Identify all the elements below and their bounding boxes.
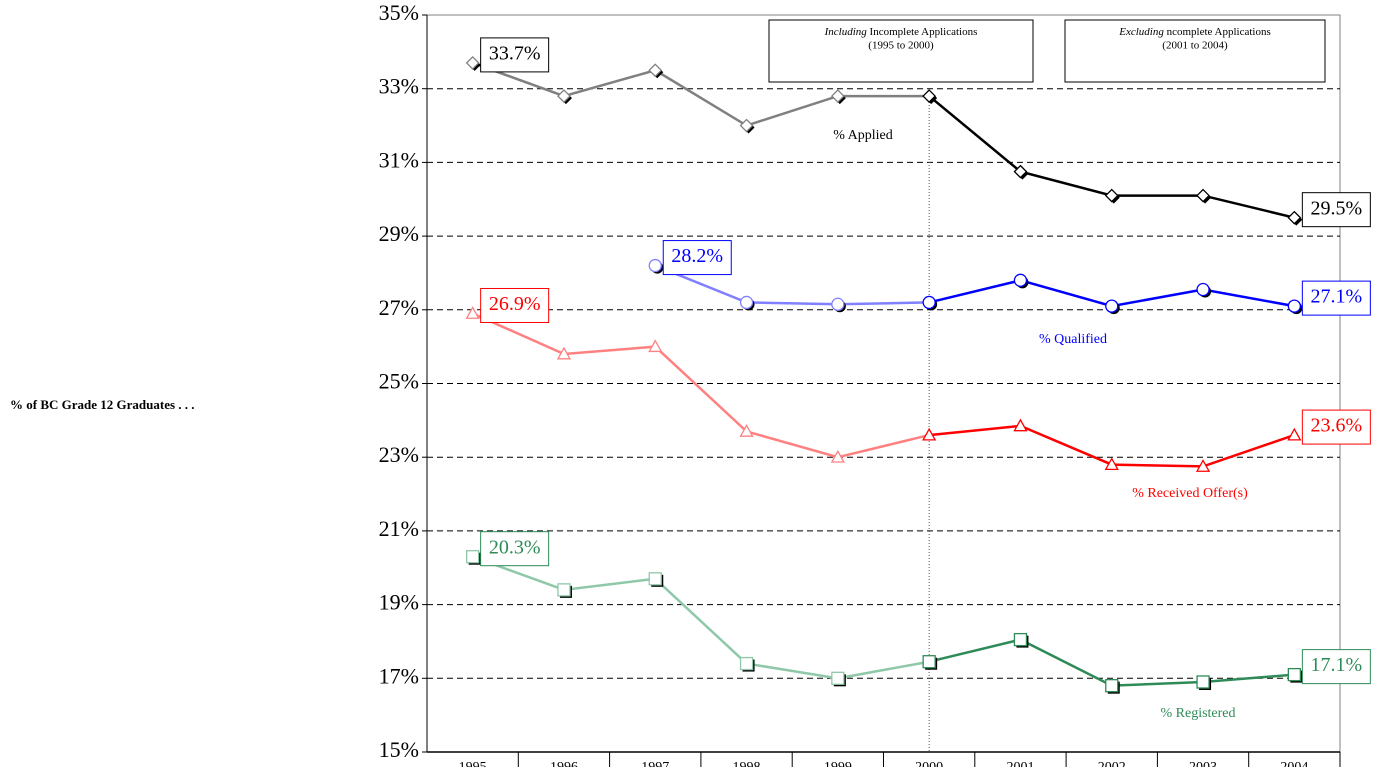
marker (739, 656, 754, 671)
series-line (472, 312, 930, 459)
marker (556, 346, 572, 360)
value-label: 17.1% (1311, 654, 1363, 676)
marker (1013, 273, 1028, 287)
marker (922, 655, 936, 669)
annotation-italic: Excluding (1118, 26, 1164, 38)
marker (831, 297, 845, 311)
value-label: 28.2% (671, 245, 723, 267)
annotation-text: Including Incomplete Applications (824, 26, 978, 38)
y-tick-label: 23% (379, 442, 419, 467)
marker (831, 671, 845, 685)
series-line (472, 555, 930, 680)
value-label: 20.3% (489, 536, 541, 558)
marker (557, 89, 571, 103)
marker (1013, 164, 1028, 179)
x-tick-label: 2002 (1098, 760, 1126, 767)
marker (739, 424, 754, 437)
y-axis-label: % of BC Grade 12 Graduates . . . (10, 397, 195, 412)
marker (465, 55, 480, 70)
series-name: % Applied (833, 128, 893, 143)
value-label-box (1301, 280, 1371, 316)
value-label-box (1301, 649, 1371, 685)
marker (739, 118, 754, 133)
marker (1195, 459, 1211, 472)
marker (922, 89, 937, 103)
marker (465, 550, 480, 564)
marker (648, 63, 663, 78)
marker (1287, 427, 1302, 441)
annotation-range: (1995 to 2000) (868, 40, 934, 52)
marker (1105, 299, 1119, 313)
value-label-box (1301, 192, 1371, 228)
marker (648, 572, 662, 586)
series-name: % Received Offer(s) (1132, 486, 1248, 501)
marker (1287, 210, 1302, 225)
y-tick-label: 27% (379, 295, 419, 320)
annotation-box (1064, 19, 1326, 83)
y-tick-label: 25% (379, 369, 419, 394)
series-name: % Qualified (1039, 332, 1107, 347)
x-tick-label: 1995 (459, 760, 487, 767)
marker (557, 583, 571, 597)
marker (922, 295, 936, 310)
series-name: % Registered (1160, 706, 1235, 721)
value-label-box (1301, 409, 1371, 445)
marker (922, 427, 937, 441)
annotation-range: (2001 to 2004) (1162, 40, 1228, 52)
x-tick-label: 1999 (824, 760, 852, 767)
value-label: 27.1% (1311, 286, 1363, 308)
value-label-box (480, 531, 550, 567)
marker (1105, 679, 1119, 693)
marker (1287, 299, 1301, 313)
marker (1013, 632, 1028, 647)
marker (648, 339, 663, 353)
y-tick-label: 15% (379, 737, 419, 762)
marker (1104, 457, 1119, 471)
marker (830, 449, 845, 463)
annotation-italic: Including (824, 26, 868, 38)
marker (1287, 667, 1301, 682)
x-tick-label: 1996 (550, 760, 578, 767)
x-tick-label: 2001 (1006, 760, 1034, 767)
x-tick-label: 1998 (733, 760, 761, 767)
marker (1013, 418, 1028, 432)
marker (1104, 188, 1119, 203)
y-tick-label: 33% (379, 74, 419, 99)
y-tick-label: 17% (379, 663, 419, 688)
value-label-box (480, 37, 550, 73)
series-line (472, 61, 930, 127)
y-tick-label: 35% (379, 0, 419, 25)
marker (1196, 188, 1210, 203)
x-tick-label: 2004 (1280, 760, 1308, 767)
marker (1196, 282, 1210, 297)
y-tick-label: 21% (379, 516, 419, 541)
annotation-box (768, 19, 1034, 83)
marker (648, 258, 662, 273)
value-label: 26.9% (489, 293, 541, 315)
x-tick-label: 1997 (641, 760, 669, 767)
annotation-body: ncomplete Applications (1164, 26, 1271, 38)
series-line (654, 264, 930, 306)
marker (739, 295, 754, 310)
value-label: 29.5% (1311, 197, 1363, 219)
annotation-body: Incomplete Applications (867, 26, 978, 38)
plot-frame (426, 14, 1341, 753)
y-tick-label: 29% (379, 221, 419, 246)
annotation-text: Excluding ncomplete Applications (1118, 26, 1271, 38)
value-label: 23.6% (1311, 415, 1363, 437)
value-label-box (662, 240, 732, 276)
y-tick-label: 19% (379, 590, 419, 615)
marker (830, 89, 845, 103)
y-tick-label: 31% (379, 147, 419, 172)
x-tick-label: 2003 (1189, 760, 1217, 767)
marker (465, 306, 480, 319)
value-label-box (480, 287, 550, 323)
value-label: 33.7% (489, 42, 541, 64)
x-tick-label: 2000 (915, 760, 943, 767)
marker (1196, 675, 1210, 689)
